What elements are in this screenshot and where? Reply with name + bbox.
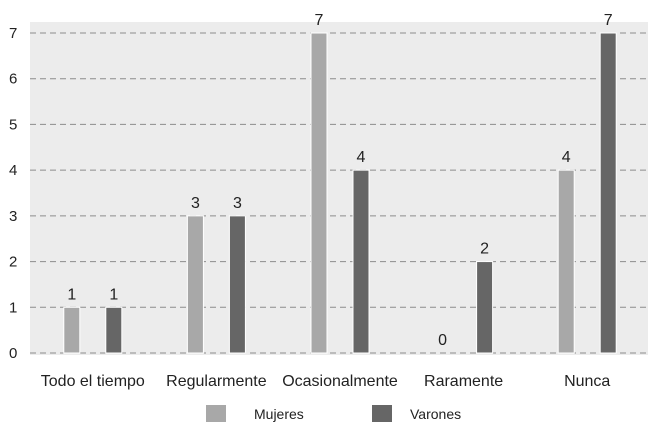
bar-mujeres-0 <box>63 306 81 354</box>
bar-mujeres-4 <box>557 169 575 354</box>
bar-mujeres-2 <box>310 32 328 354</box>
y-tick-label: 3 <box>9 208 17 225</box>
legend-swatch-mujeres <box>206 405 226 422</box>
bar-varones-2 <box>352 169 370 354</box>
x-category-label: Nunca <box>564 373 610 390</box>
bar-varones-4 <box>599 32 617 354</box>
y-tick-label: 0 <box>9 345 17 362</box>
x-category-label: Regularmente <box>166 373 267 390</box>
data-label: 1 <box>109 286 118 303</box>
y-tick-label: 2 <box>9 254 17 271</box>
legend-label-varones: Varones <box>410 406 461 422</box>
x-category-label: Ocasionalmente <box>282 373 398 390</box>
x-axis-categories: Todo el tiempo Regularmente Ocasionalmente… <box>41 373 611 390</box>
bars <box>63 32 617 354</box>
y-axis-ticks: 0 1 2 3 4 5 6 7 <box>9 25 17 362</box>
legend: Mujeres Varones <box>206 405 461 422</box>
y-tick-label: 5 <box>9 116 17 133</box>
legend-label-mujeres: Mujeres <box>254 406 304 422</box>
y-tick-label: 4 <box>9 162 17 179</box>
data-label: 7 <box>604 12 613 29</box>
plot-area <box>30 22 648 355</box>
data-label: 7 <box>315 12 324 29</box>
bar-varones-1 <box>228 215 246 354</box>
data-label: 3 <box>233 195 242 212</box>
data-label: 2 <box>480 241 489 258</box>
data-label: 4 <box>562 149 571 166</box>
data-label: 3 <box>191 195 200 212</box>
bar-varones-0 <box>105 306 123 354</box>
data-label: 0 <box>438 332 447 349</box>
x-category-label: Todo el tiempo <box>41 373 145 390</box>
x-category-label: Raramente <box>424 373 503 390</box>
gridlines <box>30 32 648 354</box>
data-label: 4 <box>357 149 366 166</box>
y-tick-label: 1 <box>9 299 17 316</box>
legend-swatch-varones <box>372 405 392 422</box>
data-label: 1 <box>67 286 76 303</box>
data-labels: 1 1 3 3 7 4 0 2 4 7 <box>67 12 612 349</box>
bar-varones-3 <box>476 261 494 354</box>
y-tick-label: 6 <box>9 71 17 88</box>
bar-mujeres-1 <box>186 215 204 354</box>
y-tick-label: 7 <box>9 25 17 42</box>
